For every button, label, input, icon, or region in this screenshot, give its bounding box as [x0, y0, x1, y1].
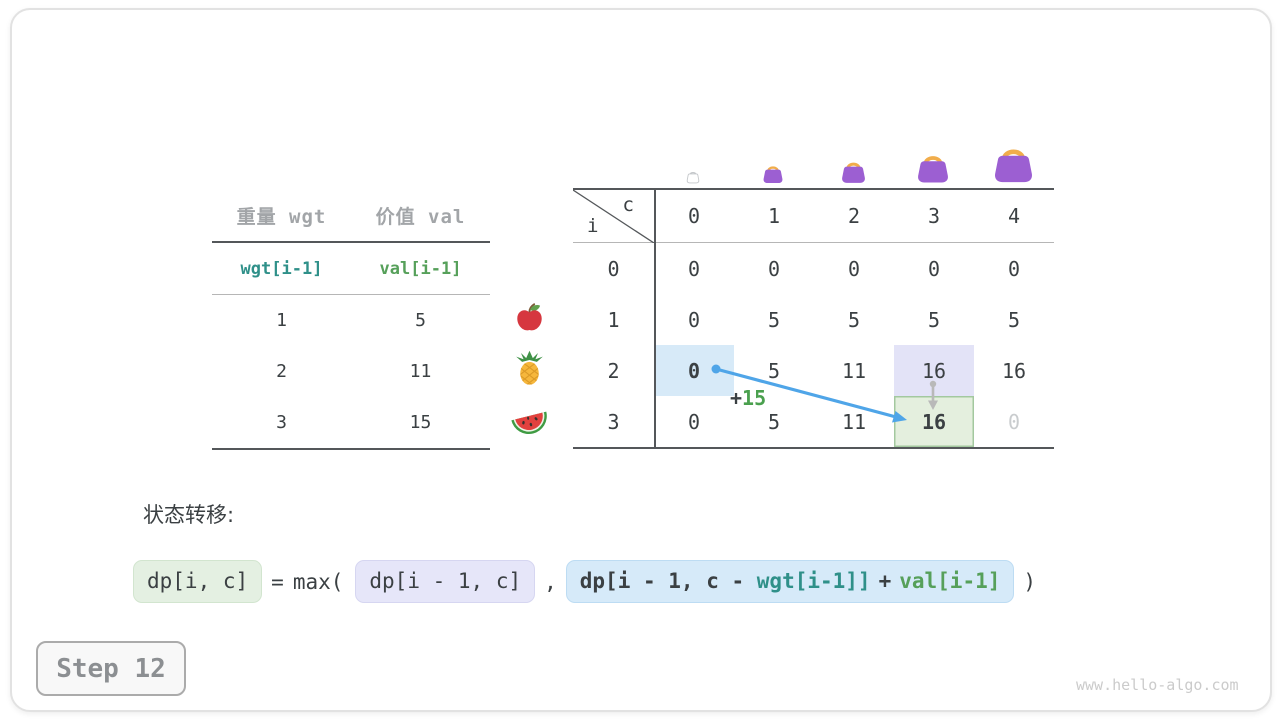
- item-3-weight: 3: [276, 412, 287, 433]
- step-badge: Step 12: [36, 641, 186, 696]
- bag-icon-capacity-0: [686, 171, 700, 184]
- dp-cell-1-0: 0: [687, 307, 701, 332]
- col-header-4: 4: [974, 190, 1054, 243]
- dp-table-corner-cell: c i: [573, 190, 654, 243]
- items-table-index-row: wgt[i-1] val[i-1]: [212, 243, 490, 295]
- dp-cell-1-3: 5: [927, 307, 941, 332]
- col-header-2: 2: [814, 190, 894, 243]
- item-3-value: 15: [409, 412, 432, 433]
- row-header-1: 1: [607, 307, 620, 332]
- val-index-label: val[i-1]: [379, 258, 462, 279]
- dp-cell-2-2: 11: [841, 358, 867, 383]
- dp-cell-0-3: 0: [927, 256, 941, 281]
- formula-arg2-prefix: dp[i - 1, c -: [579, 569, 757, 593]
- item-1-value: 5: [415, 310, 426, 331]
- formula-max-open: max(: [292, 569, 344, 594]
- dp-cell-0-1: 0: [767, 256, 781, 281]
- formula-arg2-val: val[i-1]: [899, 569, 1001, 593]
- dp-cell-1-1: 5: [767, 307, 781, 332]
- col-header-0: 0: [654, 190, 734, 243]
- formula-arg1-box: dp[i - 1, c]: [355, 560, 536, 603]
- items-table: 重量 wgt 价值 val wgt[i-1] val[i-1] 1 5 2 11…: [212, 190, 490, 450]
- weight-column-header: 重量 wgt: [236, 206, 327, 228]
- annotation-plus-sign: +: [730, 386, 743, 410]
- dp-cell-0-4: 0: [1007, 256, 1021, 281]
- annotation-value: 15: [742, 386, 767, 410]
- bag-icon-capacity-2: [840, 162, 867, 184]
- row-header-3: 3: [607, 409, 620, 434]
- dp-cell-3-3-target-highlight: 16: [894, 396, 974, 447]
- dp-cell-0-2: 0: [847, 256, 861, 281]
- dp-cell-2-0-source-highlight: 0: [654, 345, 734, 396]
- formula-lhs-box: dp[i, c]: [133, 560, 263, 603]
- watermark: www.hello-algo.com: [1076, 676, 1239, 694]
- dp-cell-3-2: 11: [841, 409, 867, 434]
- watermelon-icon: [511, 411, 549, 438]
- formula-comma: ,: [544, 569, 557, 594]
- formula-arg2-plus: +: [878, 569, 892, 593]
- formula-close-paren: ): [1023, 569, 1037, 594]
- apple-icon: [516, 303, 543, 332]
- row-header-0: 0: [607, 256, 620, 281]
- col-header-3: 3: [894, 190, 974, 243]
- bag-icon-capacity-3: [916, 156, 950, 184]
- dp-table-vertical-divider: [654, 188, 656, 449]
- corner-diagonal-line: [573, 190, 654, 243]
- formula-arg2-box: dp[i - 1, c - wgt[i-1]] + val[i-1]: [565, 560, 1015, 603]
- transition-formula: dp[i, c] = max( dp[i - 1, c] , dp[i - 1,…: [133, 560, 1045, 603]
- item-row-3: 3 15: [212, 397, 490, 450]
- item-row-1: 1 5: [212, 295, 490, 346]
- items-table-header-row: 重量 wgt 价值 val: [212, 190, 490, 243]
- dp-cell-1-2: 5: [847, 307, 861, 332]
- item-1-weight: 1: [276, 310, 287, 331]
- item-row-2: 2 11: [212, 346, 490, 397]
- dp-table: c i 0 1 2 3 4 0 0 0 0 0 0 1 0 5 5 5 5 2 …: [573, 188, 1054, 449]
- value-gain-annotation: +15: [730, 386, 766, 410]
- row-header-2: 2: [607, 358, 620, 383]
- pineapple-icon: [511, 350, 548, 387]
- row-variable-label: i: [587, 215, 599, 237]
- value-column-header: 价值 val: [375, 206, 466, 228]
- formula-equals: =: [271, 569, 284, 594]
- dp-cell-1-4: 5: [1007, 307, 1021, 332]
- dp-cell-3-4-dimmed: 0: [1007, 409, 1021, 434]
- item-2-weight: 2: [276, 361, 287, 382]
- item-2-value: 11: [409, 361, 432, 382]
- column-variable-label: c: [622, 194, 634, 216]
- dp-cell-0-0: 0: [687, 256, 701, 281]
- transition-section-title: 状态转移:: [143, 503, 235, 527]
- wgt-index-label: wgt[i-1]: [240, 258, 323, 279]
- dp-cell-2-4: 16: [1001, 358, 1027, 383]
- formula-arg2-wgt: wgt[i-1]]: [756, 569, 871, 593]
- bag-icon-capacity-4: [990, 137, 1037, 184]
- col-header-1: 1: [734, 190, 814, 243]
- bag-icon-capacity-1: [762, 166, 784, 184]
- dp-cell-2-3-source-highlight: 16: [894, 345, 974, 396]
- dp-cell-3-0: 0: [687, 409, 701, 434]
